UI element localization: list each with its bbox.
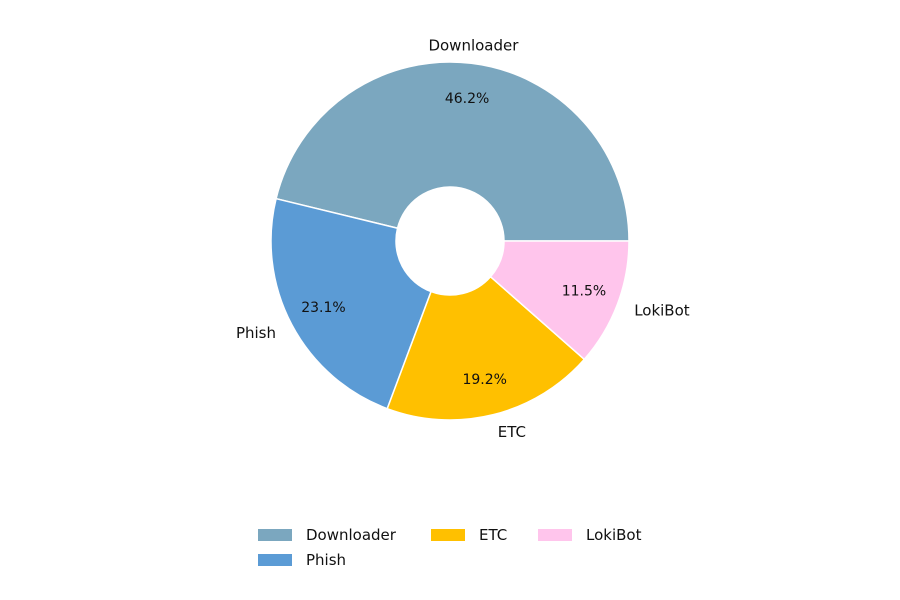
legend-item-downloader: Downloader (258, 524, 396, 546)
chart-legend: Downloader Phish ETC LokiBot (258, 524, 678, 576)
percent-label-phish: 23.1% (301, 300, 345, 316)
slice-phish (270, 197, 433, 410)
category-label-lokibot: LokiBot (634, 302, 690, 320)
legend-label-lokibot: LokiBot (586, 526, 642, 544)
category-label-etc: ETC (498, 423, 526, 441)
legend-label-etc: ETC (479, 526, 508, 544)
legend-swatch-phish (258, 554, 292, 566)
slice-downloader (275, 61, 630, 242)
legend-item-phish: Phish (258, 549, 346, 571)
legend-item-etc: ETC (431, 524, 507, 546)
legend-label-phish: Phish (306, 551, 347, 569)
legend-swatch-lokibot (538, 529, 572, 541)
legend-swatch-downloader (258, 529, 292, 541)
slice-lokibot (489, 240, 630, 361)
legend-swatch-etc (431, 529, 465, 541)
legend-item-lokibot: LokiBot (538, 524, 641, 546)
percent-label-etc: 19.2% (462, 372, 506, 388)
category-label-downloader: Downloader (428, 37, 519, 55)
slice-etc (386, 275, 586, 421)
legend-label-downloader: Downloader (306, 526, 396, 544)
percent-label-lokibot: 11.5% (562, 284, 606, 300)
percent-label-downloader: 46.2% (445, 91, 489, 107)
category-label-phish: Phish (236, 324, 276, 342)
